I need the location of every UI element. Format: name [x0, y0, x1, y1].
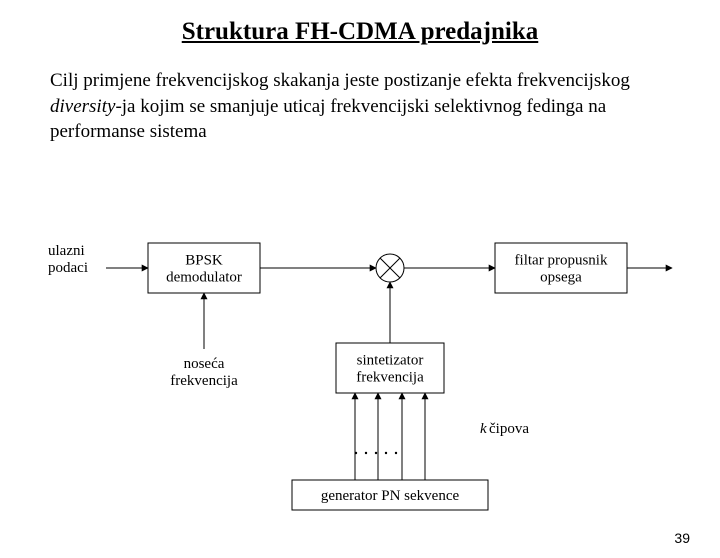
- svg-text:k: k: [480, 421, 487, 437]
- svg-text:demodulator: demodulator: [166, 270, 242, 286]
- page-title: Struktura FH-CDMA predajnika: [0, 18, 720, 46]
- svg-text:noseća: noseća: [184, 356, 225, 372]
- svg-text:frekvencija: frekvencija: [170, 373, 238, 389]
- fh-cdma-diagram: ulaznipodaci BPSKdemodulator filtar propus…: [40, 213, 680, 523]
- svg-text:čipova: čipova: [489, 421, 529, 437]
- body-italic: diversity: [50, 96, 115, 117]
- svg-text:frekvencija: frekvencija: [356, 370, 424, 386]
- svg-text:BPSK: BPSK: [185, 253, 223, 269]
- svg-text:filtar propusnik: filtar propusnik: [515, 253, 608, 269]
- svg-text:opsega: opsega: [540, 270, 582, 286]
- svg-text:sintetizator: sintetizator: [357, 353, 424, 369]
- body-part2: -ja kojim se smanjuje uticaj frekvencijs…: [50, 96, 606, 143]
- body-paragraph: Cilj primjene frekvencijskog skakanja je…: [50, 68, 670, 145]
- svg-text:podaci: podaci: [48, 260, 88, 276]
- svg-text:ulazni: ulazni: [48, 243, 85, 259]
- body-part1: Cilj primjene frekvencijskog skakanja je…: [50, 70, 630, 91]
- svg-text:generator PN sekvence: generator PN sekvence: [321, 488, 460, 504]
- page-number: 39: [674, 530, 690, 546]
